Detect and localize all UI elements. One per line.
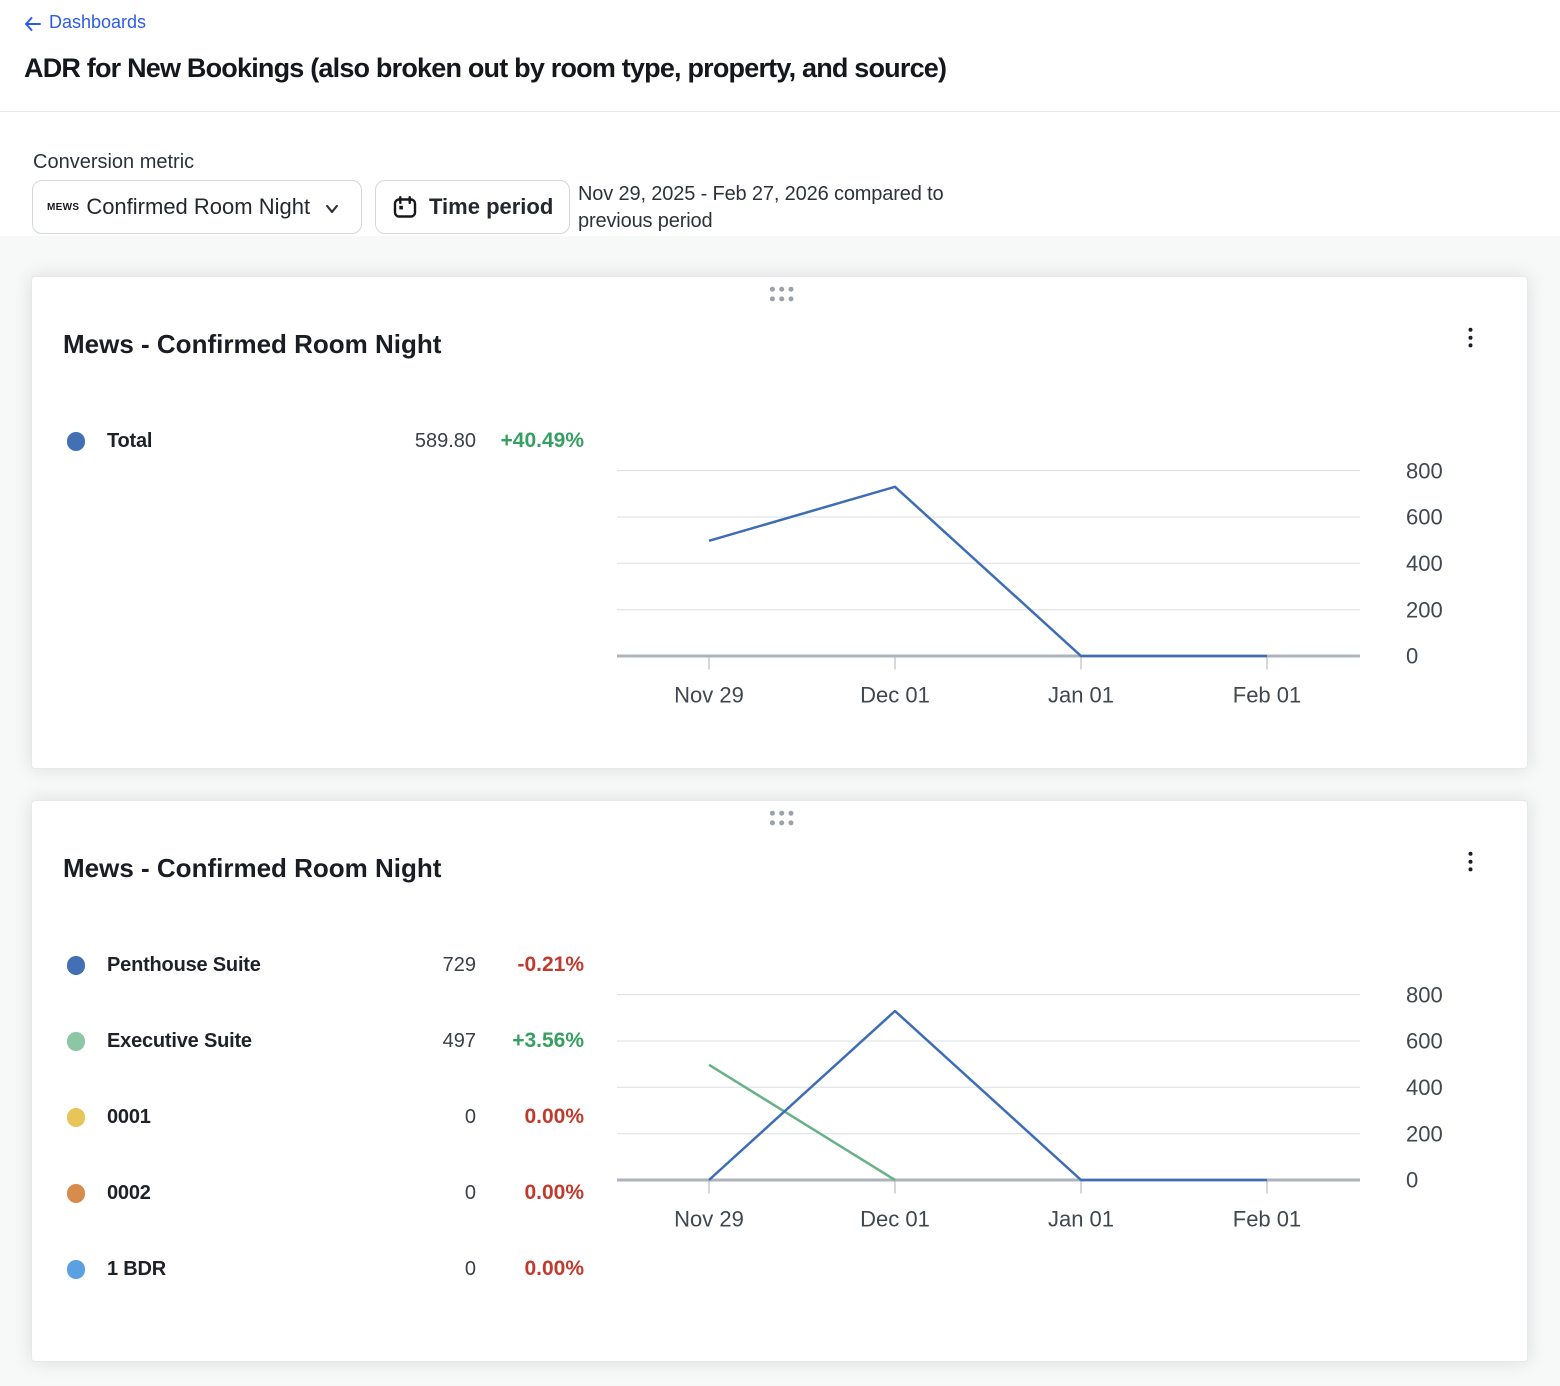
svg-text:400: 400 xyxy=(1406,1075,1443,1100)
svg-text:Jan 01: Jan 01 xyxy=(1048,682,1114,707)
svg-text:Nov 29: Nov 29 xyxy=(674,1206,744,1231)
svg-text:200: 200 xyxy=(1406,597,1443,622)
svg-text:600: 600 xyxy=(1406,1029,1443,1054)
svg-text:Feb 01: Feb 01 xyxy=(1233,1206,1302,1231)
svg-text:800: 800 xyxy=(1406,982,1443,1007)
svg-text:800: 800 xyxy=(1406,458,1443,483)
svg-text:Feb 01: Feb 01 xyxy=(1233,682,1302,707)
svg-text:Dec 01: Dec 01 xyxy=(860,1206,930,1231)
svg-text:0: 0 xyxy=(1406,644,1418,669)
svg-text:200: 200 xyxy=(1406,1121,1443,1146)
svg-text:600: 600 xyxy=(1406,505,1443,530)
svg-text:Dec 01: Dec 01 xyxy=(860,682,930,707)
svg-text:Jan 01: Jan 01 xyxy=(1048,1206,1114,1231)
svg-text:Nov 29: Nov 29 xyxy=(674,682,744,707)
svg-text:0: 0 xyxy=(1406,1168,1418,1193)
svg-text:400: 400 xyxy=(1406,551,1443,576)
